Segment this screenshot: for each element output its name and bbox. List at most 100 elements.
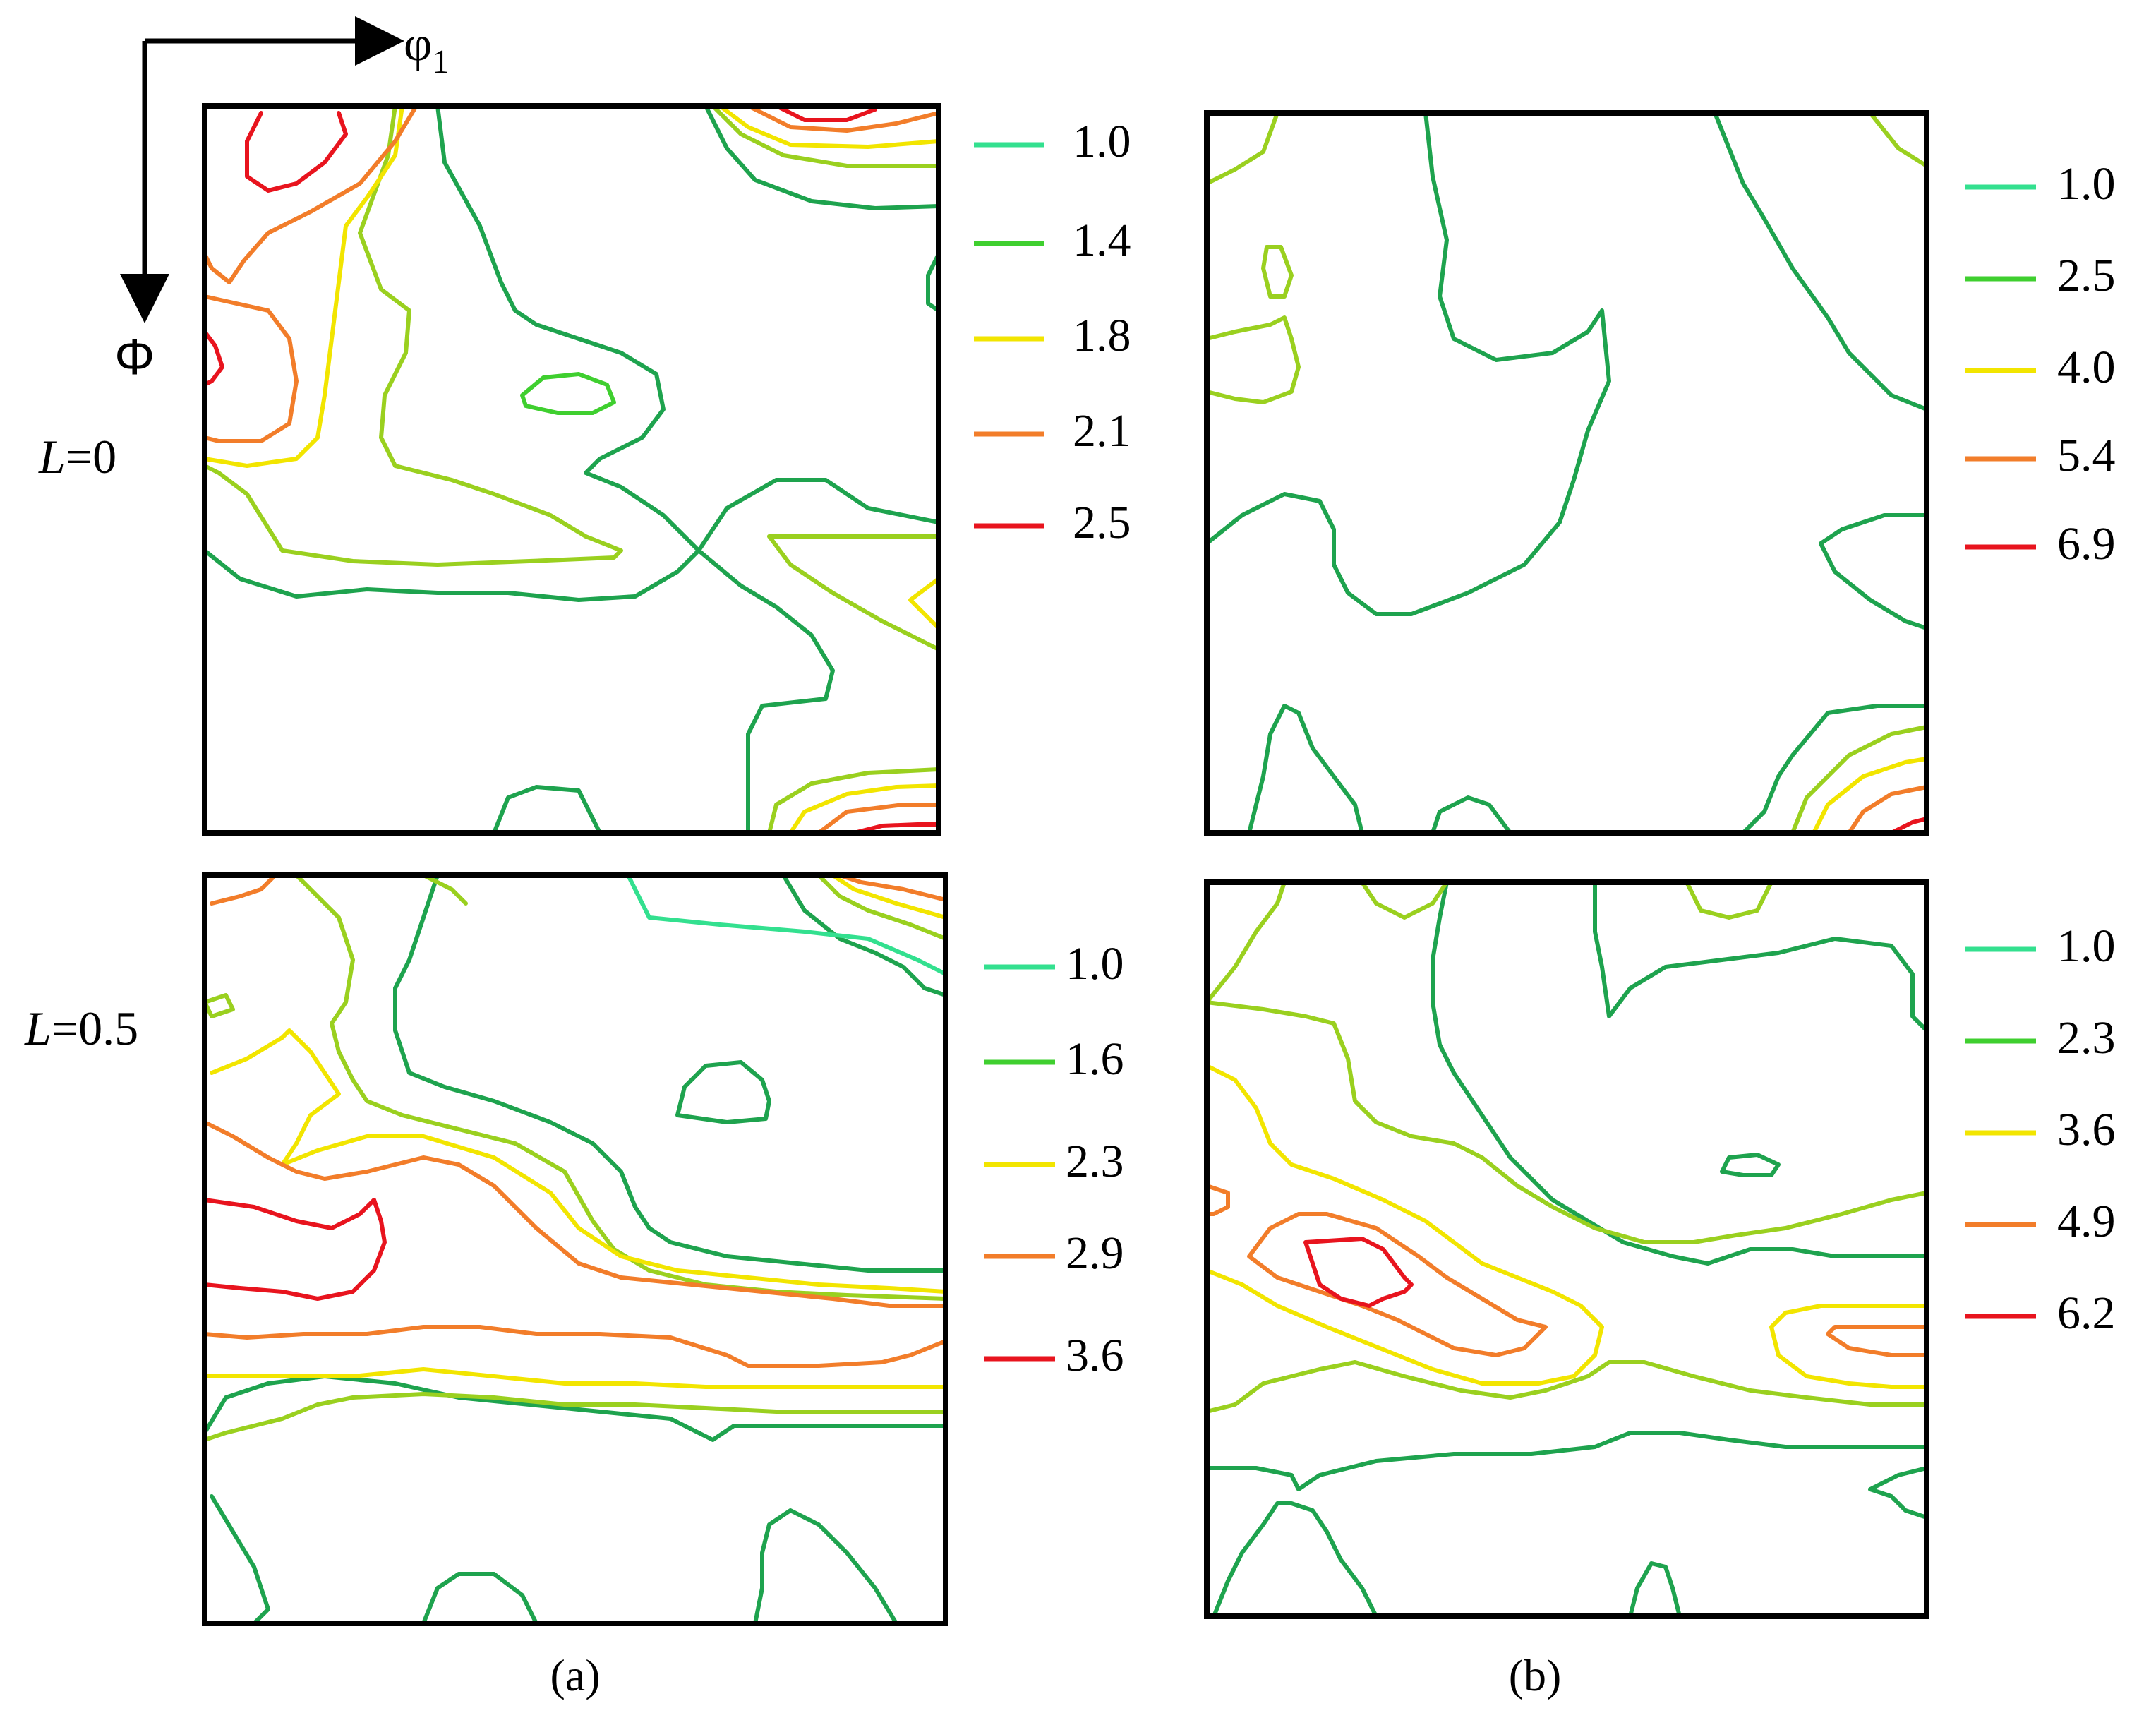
contour-line xyxy=(831,873,948,920)
contour-line xyxy=(1628,1561,1682,1618)
axis-indicator: φ1 Φ xyxy=(114,16,449,385)
contour-line xyxy=(520,372,616,415)
contour-line xyxy=(245,111,348,193)
contour-line xyxy=(781,873,948,997)
legend-item: 2.3 xyxy=(984,1136,1124,1187)
contour-line xyxy=(1205,1360,1929,1414)
contour-line xyxy=(1868,1466,1929,1491)
contour-line xyxy=(1431,880,1929,1266)
legend-value: 2.5 xyxy=(1073,497,1131,548)
contour-lines xyxy=(1205,880,1929,1618)
row-label-L0: L=0 xyxy=(38,430,116,483)
phi1-subscript: 1 xyxy=(432,43,449,80)
contour-line xyxy=(1205,1184,1230,1216)
contour-line xyxy=(210,1494,270,1625)
contour-line xyxy=(421,873,468,906)
contour-line xyxy=(203,1367,948,1389)
contour-line xyxy=(718,104,941,149)
legend-value: 4.9 xyxy=(2057,1196,2116,1247)
legend-value: 1.0 xyxy=(1066,938,1124,990)
row-label-value: =0 xyxy=(66,430,116,483)
row-label-L05: L=0.5 xyxy=(24,1002,138,1055)
contour-line xyxy=(1847,785,1929,835)
legend-item: 3.6 xyxy=(984,1330,1124,1381)
legend-item: 1.0 xyxy=(1965,158,2116,210)
legend-value: 1.0 xyxy=(2057,920,2116,972)
panel-frame xyxy=(202,103,941,836)
legend: 1.0 1.6 2.3 2.9 3.6 xyxy=(984,938,1124,1381)
contour-line xyxy=(926,252,941,313)
legend-value: 3.6 xyxy=(2057,1104,2116,1155)
legend-value: 2.5 xyxy=(2057,250,2116,301)
legend-value: 1.0 xyxy=(2057,158,2116,210)
row-label-value: =0.5 xyxy=(52,1002,138,1055)
contour-line xyxy=(1247,1212,1548,1357)
legend-item: 5.4 xyxy=(1965,430,2116,481)
contour-line xyxy=(203,1120,948,1308)
contour-line xyxy=(435,104,835,835)
legend-item: 3.6 xyxy=(1965,1104,2116,1155)
row-label-var: L xyxy=(24,1002,52,1055)
contour-line xyxy=(1713,111,1929,411)
contour-line xyxy=(393,873,948,1273)
contour-line xyxy=(1819,513,1929,630)
legend-item: 6.2 xyxy=(1965,1287,2116,1339)
contour-line xyxy=(711,104,941,168)
legend-value: 4.0 xyxy=(2057,342,2116,393)
contour-line xyxy=(1205,1064,1604,1386)
contour-line xyxy=(774,104,877,122)
contour-panel-a-bottom: 1.0 1.6 2.3 2.9 3.6 xyxy=(202,872,1124,1626)
contour-line xyxy=(1205,880,1287,1004)
legend-item: 6.9 xyxy=(1965,518,2116,570)
legend-item: 1.0 xyxy=(1965,920,2116,972)
contour-line xyxy=(753,1508,898,1625)
contour-line xyxy=(1826,1325,1929,1357)
contour-line xyxy=(1868,111,1929,168)
contour-line xyxy=(788,783,941,835)
legend-value: 6.9 xyxy=(2057,518,2116,570)
contour-line xyxy=(1205,315,1301,404)
legend: 1.0 2.5 4.0 5.4 6.9 xyxy=(1965,158,2116,570)
contour-line xyxy=(203,104,404,468)
contour-line xyxy=(210,873,277,906)
contour-line xyxy=(1205,1431,1929,1491)
legend-value: 1.8 xyxy=(1073,310,1131,361)
contour-panel-b-bottom: 1.0 2.3 3.6 4.9 6.2 xyxy=(1204,879,2116,1619)
contour-line xyxy=(852,822,941,835)
contour-line xyxy=(1868,1487,1929,1520)
legend-value: 2.3 xyxy=(2057,1012,2116,1064)
contour-lines xyxy=(203,873,948,1625)
panel-frame xyxy=(1204,879,1929,1619)
contour-line xyxy=(1431,795,1512,835)
legend-value: 3.6 xyxy=(1066,1330,1124,1381)
contour-line xyxy=(817,803,941,835)
phi1-label: φ1 xyxy=(404,17,449,80)
contour-line xyxy=(1212,1501,1378,1618)
contour-panel-b-top: 1.0 2.5 4.0 5.4 6.9 xyxy=(1204,110,2116,836)
contour-line xyxy=(203,104,418,284)
contour-line xyxy=(838,873,948,902)
contour-lines xyxy=(1205,111,1929,835)
panel-frame xyxy=(202,872,948,1626)
contour-line xyxy=(1889,817,1929,835)
contour-line xyxy=(203,1392,948,1442)
contour-line xyxy=(492,785,602,835)
legend-value: 1.6 xyxy=(1066,1033,1124,1085)
contour-panel-a-top: 1.0 1.4 1.8 2.1 2.5 xyxy=(202,103,1131,836)
legend-item: 1.0 xyxy=(984,938,1124,990)
legend-value: 2.3 xyxy=(1066,1136,1124,1187)
contour-line xyxy=(203,330,224,387)
contour-line xyxy=(1812,757,1929,835)
contour-line xyxy=(767,534,941,651)
legend-item: 4.0 xyxy=(1965,342,2116,393)
legend-item: 1.6 xyxy=(984,1033,1124,1085)
contour-line xyxy=(1205,111,1611,616)
legend: 1.0 1.4 1.8 2.1 2.5 xyxy=(974,116,1131,548)
contour-line xyxy=(1769,1304,1929,1389)
contour-lines xyxy=(203,104,941,835)
contour-line xyxy=(203,993,235,1018)
Phi-label: Φ xyxy=(114,329,155,385)
contour-line xyxy=(203,294,299,443)
legend-value: 1.4 xyxy=(1073,215,1131,266)
